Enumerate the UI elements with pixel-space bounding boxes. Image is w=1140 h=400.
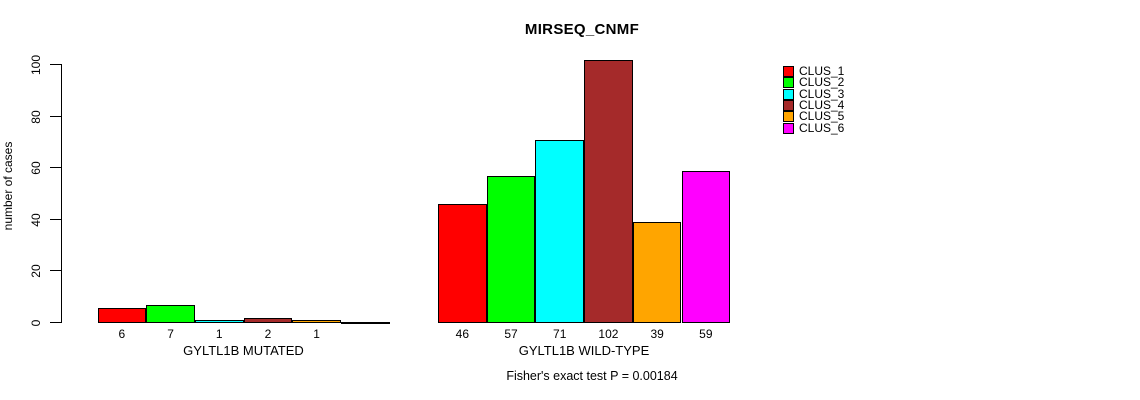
y-axis-line: [61, 64, 62, 323]
y-axis-tick-label: 60: [29, 161, 43, 175]
bar-clus_3-group1: [535, 139, 585, 323]
bar-value-label: 59: [699, 327, 713, 341]
legend-label: CLUS_4: [799, 97, 845, 112]
bar-clus_1-group1: [438, 204, 487, 323]
y-axis-tick-label: 20: [29, 264, 43, 279]
y-axis-tick-label: 80: [29, 109, 43, 124]
bar-clus_3-group0: [194, 320, 244, 323]
legend-item-clus_6: CLUS_6: [783, 120, 845, 135]
y-axis-tick-label: 100: [29, 54, 43, 76]
bar-clus_5-group0: [292, 320, 341, 323]
y-axis-tick: [50, 64, 61, 65]
bar-clus_4-group1: [584, 59, 633, 323]
legend-swatch-clus_5: [783, 111, 794, 123]
y-axis-tick: [50, 322, 61, 323]
bar-value-label: 1: [313, 327, 320, 341]
y-axis-tick: [50, 270, 61, 272]
legend-label: CLUS_6: [799, 120, 845, 135]
bar-clus_5-group1: [632, 222, 682, 323]
y-axis-tick: [50, 115, 61, 117]
legend-label: CLUS_1: [799, 64, 845, 78]
bar-value-label: 102: [598, 327, 619, 341]
y-axis-label: number of cases: [1, 141, 15, 231]
legend-item-clus_2: CLUS_2: [783, 75, 845, 90]
legend-label: CLUS_3: [799, 86, 845, 101]
bar-value-label: 7: [167, 327, 174, 341]
fisher-test-annotation: Fisher's exact test P = 0.00184: [506, 369, 678, 383]
legend-swatch-clus_2: [783, 77, 794, 89]
bar-value-label: 71: [553, 327, 567, 341]
y-axis-tick: [50, 167, 61, 169]
bar-value-label: 57: [504, 327, 518, 341]
legend-item-clus_5: CLUS_5: [783, 109, 845, 124]
y-axis-tick: [50, 218, 61, 220]
bar-clus_2-group0: [146, 304, 195, 323]
x-axis-label-wildtype: GYLTL1B WILD-TYPE: [518, 343, 650, 358]
chart-title: MIRSEQ_CNMF: [524, 21, 640, 38]
legend-swatch-clus_1: [783, 66, 794, 77]
bar-value-label: 1: [215, 327, 223, 341]
legend-label: CLUS_5: [799, 109, 845, 124]
bar-clus_1-group0: [97, 307, 147, 323]
bar-clus_6-group0: [341, 322, 390, 324]
legend-swatch-clus_6: [783, 122, 794, 134]
bar-value-label: 2: [264, 327, 272, 341]
legend-item-clus_1: CLUS_1: [783, 64, 845, 78]
legend-swatch-clus_3: [783, 88, 794, 100]
legend-item-clus_3: CLUS_3: [783, 86, 845, 101]
y-axis-tick-label: 40: [29, 213, 43, 227]
x-axis-label-mutated: GYLTL1B MUTATED: [183, 343, 304, 358]
legend-item-clus_4: CLUS_4: [783, 97, 845, 112]
bar-clus_2-group1: [486, 175, 536, 323]
bar-value-label: 46: [455, 327, 470, 341]
legend-label: CLUS_2: [799, 75, 845, 90]
bar-clus_6-group1: [681, 170, 731, 323]
y-axis-tick-label: 0: [29, 319, 43, 327]
bar-value-label: 6: [118, 327, 126, 341]
legend-swatch-clus_4: [783, 99, 794, 111]
bar-clus_4-group0: [243, 317, 293, 323]
bar-value-label: 39: [650, 327, 664, 341]
